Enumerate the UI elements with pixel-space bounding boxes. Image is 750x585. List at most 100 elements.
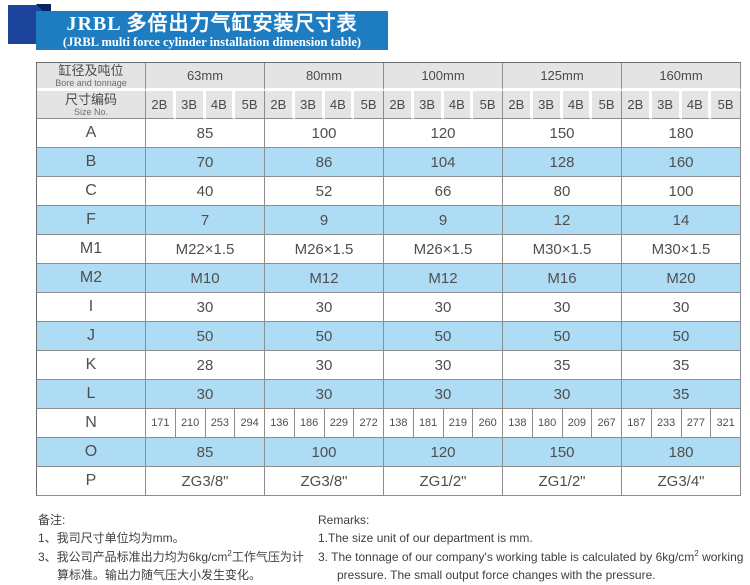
row-label-L: L [37,380,146,409]
cell-M2-160mm: M20 [622,264,741,293]
cell-M1-160mm: M30×1.5 [622,235,741,264]
header-size-no-en: Size No. [73,107,108,117]
row-label-P: P [37,467,146,496]
cell-N-80mm-3B: 186 [294,409,325,438]
header-code-63mm-2B: 2B [146,91,176,119]
cell-K-100mm: 30 [384,351,503,380]
notes-en-item-3-text: 3. The tonnage of our company's working … [318,549,695,564]
cell-I-160mm: 30 [622,293,741,322]
header-code-100mm-2B: 2B [384,91,414,119]
cell-C-100mm: 66 [384,177,503,206]
table-row-L: L 30 30 30 30 35 [37,380,741,409]
cell-F-160mm: 14 [622,206,741,235]
cell-N-125mm-2B: 138 [503,409,533,438]
cell-I-63mm: 30 [146,293,265,322]
table-row-O: O 85 100 120 150 180 [37,438,741,467]
header-code-80mm-4B: 4B [324,91,355,119]
page-subtitle: (JRBL multi force cylinder installation … [62,35,362,49]
cell-N-80mm-2B: 136 [265,409,295,438]
cell-I-80mm: 30 [265,293,384,322]
cell-B-160mm: 160 [622,148,741,177]
header-size-no-cn: 尺寸编码 [64,92,117,107]
cell-F-125mm: 12 [503,206,622,235]
cell-P-125mm: ZG1/2" [503,467,622,496]
table-row-M1: M1 M22×1.5 M26×1.5 M26×1.5 M30×1.5 M30×1.5 [37,235,741,264]
cell-A-125mm: 150 [503,119,622,148]
header-size-no-label: 尺寸编码 Size No. [37,91,146,119]
cell-N-80mm-4B: 229 [324,409,355,438]
cell-L-125mm: 30 [503,380,622,409]
header-code-100mm-5B: 5B [473,91,503,119]
cell-L-63mm: 30 [146,380,265,409]
header-code-63mm-4B: 4B [205,91,236,119]
cell-A-63mm: 85 [146,119,265,148]
header-code-80mm-2B: 2B [265,91,295,119]
cell-N-160mm-2B: 187 [622,409,652,438]
cell-N-125mm-4B: 209 [562,409,593,438]
page-title: JRBL 多倍出力气缸安装尺寸表 [66,13,358,35]
row-label-C: C [37,177,146,206]
cell-N-100mm-2B: 138 [384,409,414,438]
row-label-F: F [37,206,146,235]
cell-N-63mm-4B: 253 [205,409,236,438]
cell-N-160mm-5B: 321 [711,409,741,438]
cell-N-100mm-3B: 181 [413,409,444,438]
header-code-160mm-2B: 2B [622,91,652,119]
notes-cn-item-3-text: 3、我公司产品标准出力均为6kg/cm [38,549,228,564]
banner: JRBL 多倍出力气缸安装尺寸表 (JRBL multi force cylin… [0,0,750,62]
cell-B-63mm: 70 [146,148,265,177]
notes-cn-item-3: 3、我公司产品标准出力均为6kg/cm2工作气压为计算标准。输出力随气压大小发生… [38,548,310,585]
cell-C-80mm: 52 [265,177,384,206]
header-bore-100mm: 100mm [384,63,503,91]
table-row-C: C 40 52 66 80 100 [37,177,741,206]
cell-F-80mm: 9 [265,206,384,235]
header-bore-125mm: 125mm [503,63,622,91]
cell-J-80mm: 50 [265,322,384,351]
cell-F-63mm: 7 [146,206,265,235]
cell-N-160mm-3B: 233 [651,409,682,438]
cell-P-160mm: ZG3/4" [622,467,741,496]
cell-M2-63mm: M10 [146,264,265,293]
cell-B-80mm: 86 [265,148,384,177]
row-label-B: B [37,148,146,177]
header-code-125mm-5B: 5B [592,91,622,119]
cell-P-100mm: ZG1/2" [384,467,503,496]
row-label-A: A [37,119,146,148]
cell-P-80mm: ZG3/8" [265,467,384,496]
row-label-N: N [37,409,146,438]
cell-C-160mm: 100 [622,177,741,206]
row-label-I: I [37,293,146,322]
notes-cn-item-3-sup: 2 [227,548,232,558]
cell-N-63mm-3B: 210 [175,409,206,438]
cell-C-63mm: 40 [146,177,265,206]
header-code-125mm-3B: 3B [532,91,563,119]
table-header: 缸径及吨位 Bore and tonnage 63mm 80mm 100mm 125mm 1… [37,63,741,119]
cell-I-125mm: 30 [503,293,622,322]
cell-F-100mm: 9 [384,206,503,235]
header-code-80mm-5B: 5B [354,91,384,119]
row-label-J: J [37,322,146,351]
dimension-table: 缸径及吨位 Bore and tonnage 63mm 80mm 100mm 125mm 1… [36,62,741,496]
notes-cn-heading: 备注: [38,513,66,527]
header-code-160mm-5B: 5B [711,91,741,119]
notes-cn-item-3-rest: 工作气压为计算标准。输出力随气压大小发生变化。 [57,549,304,583]
cell-O-63mm: 85 [146,438,265,467]
cell-J-125mm: 50 [503,322,622,351]
header-bore-80mm: 80mm [265,63,384,91]
cell-M2-100mm: M12 [384,264,503,293]
cell-I-100mm: 30 [384,293,503,322]
cell-K-80mm: 30 [265,351,384,380]
table-row-K: K 28 30 30 35 35 [37,351,741,380]
cell-O-80mm: 100 [265,438,384,467]
cell-N-80mm-5B: 272 [354,409,384,438]
header-code-160mm-4B: 4B [681,91,712,119]
cell-N-125mm-5B: 267 [592,409,622,438]
header-code-100mm-4B: 4B [443,91,474,119]
header-bore-tonnage-en: Bore and tonnage [55,78,127,88]
cell-K-63mm: 28 [146,351,265,380]
table-row-I: I 30 30 30 30 30 [37,293,741,322]
table-row-F: F 7 9 9 12 14 [37,206,741,235]
cell-J-63mm: 50 [146,322,265,351]
header-code-125mm-2B: 2B [503,91,533,119]
